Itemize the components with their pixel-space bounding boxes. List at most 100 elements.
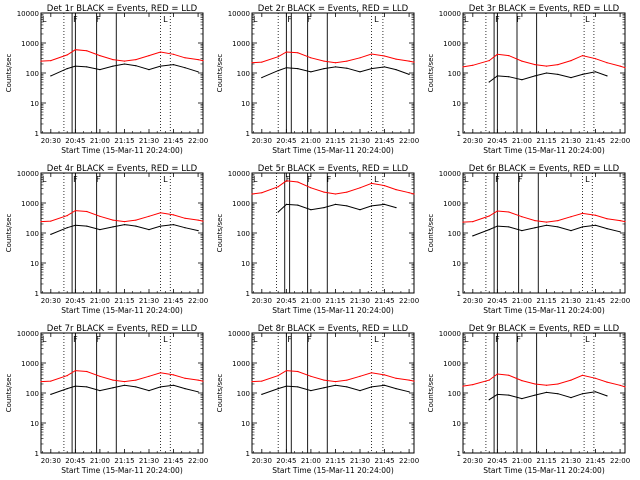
data-point (50, 60, 52, 62)
y-tick-label: 10000 (17, 330, 39, 338)
data-point (148, 229, 150, 231)
data-point (285, 180, 287, 182)
marker-label: F (307, 175, 312, 184)
series-line (261, 384, 410, 395)
data-point (619, 384, 621, 386)
data-point (277, 186, 279, 188)
marker-label: L (464, 15, 469, 24)
marker-label: L (585, 335, 590, 344)
data-point (581, 73, 584, 75)
y-tick-label: 10000 (439, 330, 461, 338)
data-point (395, 388, 397, 390)
marker-label: F (327, 175, 332, 184)
series-line (488, 71, 608, 83)
series-line (50, 224, 199, 235)
x-axis-label: Start Time (15-Mar-11 20:24:00) (61, 466, 183, 475)
x-tick-label: 21:15 (536, 457, 556, 465)
data-point (74, 385, 76, 387)
marker-label: F (516, 15, 521, 24)
y-tick-label: 100 (237, 70, 250, 78)
data-point (135, 225, 137, 227)
marker-label: F (495, 335, 500, 344)
data-point (74, 370, 76, 372)
y-tick-label: 10 (241, 100, 250, 108)
detector-panel-9: Det 9r BLACK = Events, RED = LLD 1 10 100 10… (427, 324, 630, 475)
data-point (86, 386, 88, 388)
x-axis-label: Start Time (15-Mar-11 20:24:00) (61, 146, 183, 155)
data-point (619, 231, 621, 233)
data-point (496, 393, 498, 395)
data-point (346, 205, 348, 207)
data-point (261, 61, 263, 63)
y-tick-label: 1000 (21, 40, 39, 48)
marker-label: L (585, 15, 590, 24)
data-point (285, 67, 287, 69)
marker-label: L (253, 175, 258, 184)
x-tick-label: 21:15 (325, 297, 345, 305)
data-point (297, 370, 299, 373)
data-point (123, 221, 126, 223)
y-tick-label: 10000 (228, 170, 250, 178)
x-axis-label: Start Time (15-Mar-11 20:24:00) (483, 146, 605, 155)
data-point (346, 386, 348, 388)
data-point (323, 207, 325, 209)
data-point (112, 226, 114, 228)
data-point (323, 60, 325, 62)
marker-label: F (307, 15, 312, 24)
series-lld (462, 53, 626, 69)
data-point (359, 390, 361, 392)
y-tick-label: 1 (457, 130, 461, 138)
marker-label: L (42, 335, 47, 344)
series-line (277, 203, 397, 213)
x-tick-label: 21:30 (561, 137, 581, 145)
data-point (310, 187, 312, 189)
x-tick-label: 21:00 (90, 137, 110, 145)
data-point (370, 205, 373, 207)
x-tick-label: 21:45 (374, 457, 394, 465)
data-point (594, 224, 597, 226)
x-tick-label: 21:45 (585, 137, 605, 145)
data-point (99, 215, 101, 217)
detector-panel-5: Det 5r BLACK = Events, RED = LLD 1 10 100 10… (216, 164, 419, 315)
panel-title: Det 9r BLACK = Events, RED = LLD (469, 324, 620, 334)
data-point (359, 71, 361, 73)
data-point (496, 53, 498, 55)
y-tick-label: 10 (241, 260, 250, 268)
y-tick-label: 100 (448, 70, 461, 78)
y-tick-label: 100 (26, 70, 39, 78)
y-tick-label: 100 (237, 230, 250, 238)
data-point (123, 63, 126, 65)
detector-panel-4: Det 4r BLACK = Events, RED = LLD 1 10 100 10… (5, 164, 208, 315)
data-point (172, 64, 175, 66)
data-point (99, 375, 101, 377)
data-point (619, 65, 621, 67)
data-point (383, 55, 386, 57)
x-axis-label: Start Time (15-Mar-11 20:24:00) (272, 146, 394, 155)
data-point (334, 62, 337, 64)
x-tick-label: 20:45 (487, 297, 507, 305)
data-point (359, 187, 361, 189)
x-tick-label: 20:30 (252, 297, 272, 305)
series-line (261, 66, 410, 79)
data-point (251, 62, 253, 64)
x-tick-label: 21:30 (350, 297, 370, 305)
detector-panel-7: Det 7r BLACK = Events, RED = LLD 1 10 100 10… (5, 324, 208, 475)
x-tick-label: 21:15 (325, 457, 345, 465)
data-point (277, 211, 279, 213)
data-point (74, 65, 76, 67)
data-point (334, 66, 337, 68)
data-point (172, 214, 175, 216)
marker-label: L (253, 335, 258, 344)
data-point (323, 379, 325, 381)
data-point (112, 379, 114, 381)
data-point (545, 384, 548, 386)
data-point (557, 226, 559, 228)
data-point (557, 220, 559, 222)
y-axis-label: Counts/sec (216, 374, 224, 413)
y-axis-label: Counts/sec (5, 374, 13, 413)
y-tick-label: 1000 (232, 40, 250, 48)
data-point (184, 227, 186, 229)
data-point (172, 384, 175, 386)
series-line (462, 373, 626, 388)
data-point (148, 69, 150, 71)
